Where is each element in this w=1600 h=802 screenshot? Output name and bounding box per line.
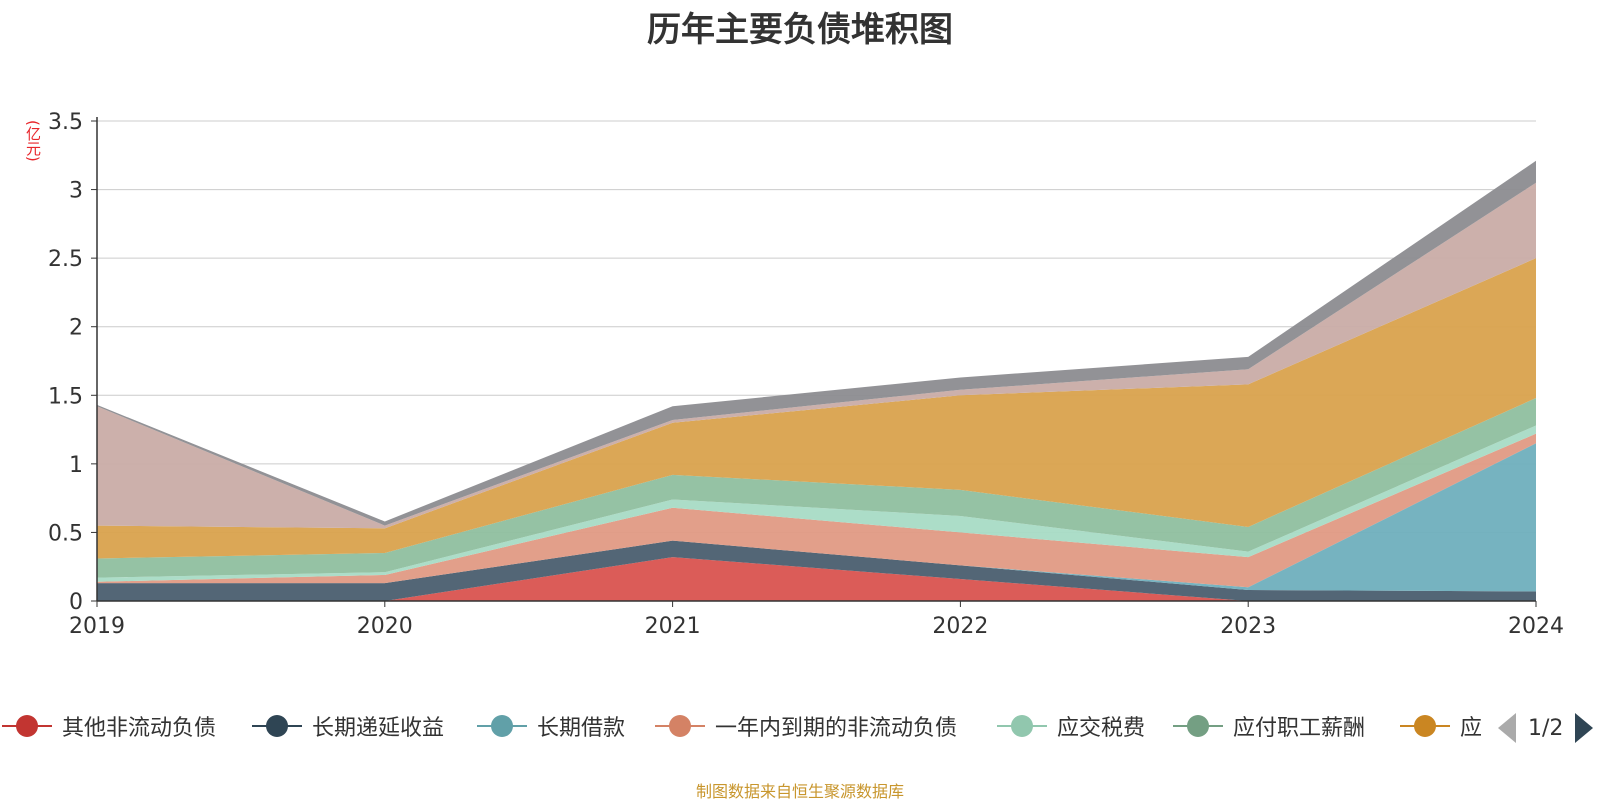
- legend-item[interactable]: 一年内到期的非流动负债: [655, 712, 958, 741]
- legend-label: 长期借款: [537, 716, 626, 741]
- area-series-3: [97, 443, 1536, 592]
- area-series-8: [97, 182, 1536, 529]
- area-series-6: [97, 398, 1536, 578]
- chart-title: 历年主要负债堆积图: [647, 10, 953, 50]
- legend-marker-icon: [997, 712, 1047, 740]
- legend-label: 一年内到期的非流动负债: [715, 716, 958, 741]
- legend-item[interactable]: 长期递延收益: [252, 712, 445, 741]
- legend-item[interactable]: 应交税费: [997, 712, 1146, 741]
- legend-prev-arrow-icon[interactable]: [1498, 713, 1516, 743]
- legend-marker-icon: [252, 712, 302, 740]
- y-tick-label: 3: [69, 179, 83, 204]
- x-tick-label: 2022: [932, 614, 988, 639]
- legend-marker-icon: [477, 712, 527, 740]
- legend-item[interactable]: 长期借款: [477, 712, 626, 741]
- y-tick-label: 0.5: [48, 521, 83, 546]
- area-series-2: [97, 540, 1536, 601]
- x-tick-label: 2024: [1508, 614, 1564, 639]
- x-tick-label: 2021: [645, 614, 701, 639]
- x-tick-label: 2019: [69, 614, 125, 639]
- legend-page-indicator: 1/2: [1528, 715, 1564, 741]
- y-tick-label: 0: [69, 590, 83, 615]
- legend-item[interactable]: 应: [1400, 712, 1483, 741]
- legend-label: 应交税费: [1057, 716, 1146, 741]
- legend-marker-icon: [1173, 712, 1223, 740]
- legend-marker-icon: [2, 712, 52, 740]
- legend-item[interactable]: 其他非流动负债: [2, 712, 217, 741]
- legend-pager: 1/2: [1498, 712, 1594, 744]
- stacked-area-chart: 0 0.5 1 1.5 2 2.5 3 3.5 2019 2020 2021 2022 2023 2024: [48, 110, 1564, 639]
- legend-item[interactable]: 应付职工薪酬: [1173, 712, 1366, 741]
- area-series-7: [97, 258, 1536, 559]
- legend-label: 应付职工薪酬: [1233, 716, 1366, 741]
- data-source-note: 制图数据来自恒生聚源数据库: [695, 782, 904, 801]
- x-tick-label: 2020: [357, 614, 413, 639]
- y-tick-label: 2: [69, 316, 83, 341]
- area-series-1: [97, 557, 1536, 601]
- legend-next-arrow-icon[interactable]: [1575, 713, 1594, 743]
- y-tick-label: 1: [69, 453, 83, 478]
- x-tick-label: 2023: [1220, 614, 1276, 639]
- y-tick-label: 2.5: [48, 247, 83, 272]
- legend-label: 长期递延收益: [312, 716, 445, 741]
- y-axis-unit: (亿元): [24, 120, 42, 162]
- y-tick-label: 1.5: [48, 384, 83, 409]
- y-tick-label: 3.5: [48, 110, 83, 135]
- legend-label: 其他非流动负债: [62, 716, 217, 741]
- legend-label: 应: [1460, 716, 1483, 741]
- legend-marker-icon: [655, 712, 705, 740]
- legend-marker-icon: [1400, 712, 1450, 740]
